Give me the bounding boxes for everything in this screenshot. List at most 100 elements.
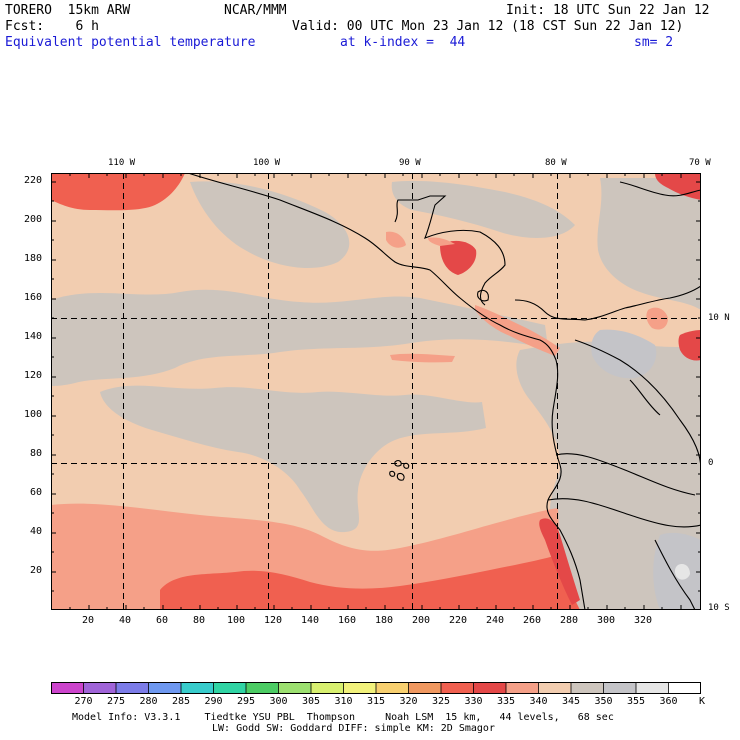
x-tick-label: 120 — [264, 615, 283, 626]
x-tick-label: 80 — [193, 615, 206, 626]
level-index: at k-index = 44 — [340, 35, 466, 50]
y-tick-label: 40 — [30, 526, 43, 537]
y-tick-label: 20 — [30, 565, 43, 576]
field-band-335 — [475, 305, 560, 356]
field-band-335 — [390, 353, 455, 363]
colorbar-label: 335 — [497, 696, 516, 707]
field-band-345 — [516, 341, 701, 610]
island — [396, 472, 405, 481]
colorbar-label: 315 — [367, 696, 386, 707]
colorbar — [51, 682, 702, 694]
colorbar-label: 290 — [204, 696, 223, 707]
colorbar-label: 350 — [594, 696, 613, 707]
y-tick-label: 160 — [24, 292, 43, 303]
colorbar-swatch — [603, 682, 637, 694]
theta-e-field — [51, 173, 701, 610]
y-tick-label: 220 — [24, 175, 43, 186]
colorbar-swatch — [181, 682, 214, 694]
map-frame — [51, 173, 701, 610]
lat-label: 10 S — [708, 603, 730, 613]
colorbar-swatch — [343, 682, 377, 694]
colorbar-swatch — [376, 682, 409, 694]
country-border — [547, 498, 701, 528]
colorbar-swatch — [213, 682, 247, 694]
country-border — [654, 539, 696, 610]
colorbar-label: 345 — [562, 696, 581, 707]
colorbar-swatch — [571, 682, 604, 694]
colorbar-label: 330 — [464, 696, 483, 707]
colorbar-label: 325 — [432, 696, 451, 707]
colorbar-label: 320 — [399, 696, 418, 707]
field-name: Equivalent potential temperature — [5, 35, 256, 50]
field-band-345 — [51, 289, 548, 386]
colorbar-label: 270 — [74, 696, 93, 707]
x-tick-label: 140 — [301, 615, 320, 626]
y-tick-label: 80 — [30, 448, 43, 459]
coastline — [187, 173, 586, 610]
axis-ticks — [51, 173, 701, 610]
colorbar-swatch — [148, 682, 182, 694]
init-time: Init: 18 UTC Sun 22 Jan 12 — [506, 3, 710, 18]
x-tick-label: 60 — [156, 615, 169, 626]
country-border — [574, 339, 701, 471]
colorbar-swatch — [51, 682, 84, 694]
colorbar-swatch — [668, 682, 702, 694]
colorbar-swatch — [441, 682, 474, 694]
x-tick-label: 160 — [338, 615, 357, 626]
colorbar-label: 300 — [269, 696, 288, 707]
x-tick-label: 300 — [597, 615, 616, 626]
x-tick-label: 100 — [227, 615, 246, 626]
colorbar-swatch — [473, 682, 507, 694]
colorbar-swatch — [506, 682, 539, 694]
island — [394, 460, 402, 467]
valid-time: Valid: 00 UTC Mon 23 Jan 12 (18 CST Sun … — [292, 19, 684, 34]
colorbar-label: 340 — [529, 696, 548, 707]
organization: NCAR/MMM — [224, 3, 287, 18]
colorbar-swatch — [408, 682, 442, 694]
x-tick-label: 220 — [449, 615, 468, 626]
forecast-hour: Fcst: 6 h — [5, 19, 99, 34]
y-tick-label: 140 — [24, 331, 43, 342]
x-tick-label: 40 — [119, 615, 132, 626]
y-tick-label: 120 — [24, 370, 43, 381]
coastline — [619, 181, 701, 197]
lon-label: 90 W — [399, 158, 421, 168]
colorbar-label: 355 — [627, 696, 646, 707]
field-band-355 — [674, 564, 690, 580]
smoothing: sm= 2 — [634, 35, 674, 50]
field-band-350 — [591, 329, 657, 379]
colorbar-label: 280 — [139, 696, 158, 707]
lon-label: 70 W — [689, 158, 711, 168]
field-band-330 — [539, 518, 580, 605]
country-border — [629, 379, 661, 416]
colorbar-swatch — [538, 682, 572, 694]
lon-label: 110 W — [108, 158, 136, 168]
x-tick-label: 200 — [412, 615, 431, 626]
colorbar-label: 295 — [237, 696, 256, 707]
colorbar-label: 310 — [334, 696, 353, 707]
field-band-345 — [190, 181, 350, 269]
colorbar-swatch — [311, 682, 344, 694]
colorbar-label: 305 — [302, 696, 321, 707]
colorbar-label: 275 — [107, 696, 126, 707]
field-band-335 — [646, 307, 668, 330]
model-name: TORERO 15km ARW — [5, 3, 131, 18]
lat-lon-grid — [51, 173, 701, 610]
country-border — [555, 453, 696, 496]
x-tick-label: 260 — [523, 615, 542, 626]
lon-label: 80 W — [545, 158, 567, 168]
lake — [477, 289, 489, 302]
physics-info: LW: Godd SW: Goddard DIFF: simple KM: 2D… — [212, 723, 495, 734]
y-tick-label: 200 — [24, 214, 43, 225]
field-band-330 — [51, 173, 185, 211]
field-band-345 — [597, 178, 701, 310]
field-band-345 — [100, 385, 486, 533]
field-band-330 — [678, 330, 701, 361]
lon-label: 100 W — [253, 158, 281, 168]
field-band-330 — [160, 555, 580, 610]
x-tick-label: 240 — [486, 615, 505, 626]
coastline — [514, 285, 701, 321]
island — [389, 470, 396, 477]
x-tick-label: 20 — [82, 615, 95, 626]
